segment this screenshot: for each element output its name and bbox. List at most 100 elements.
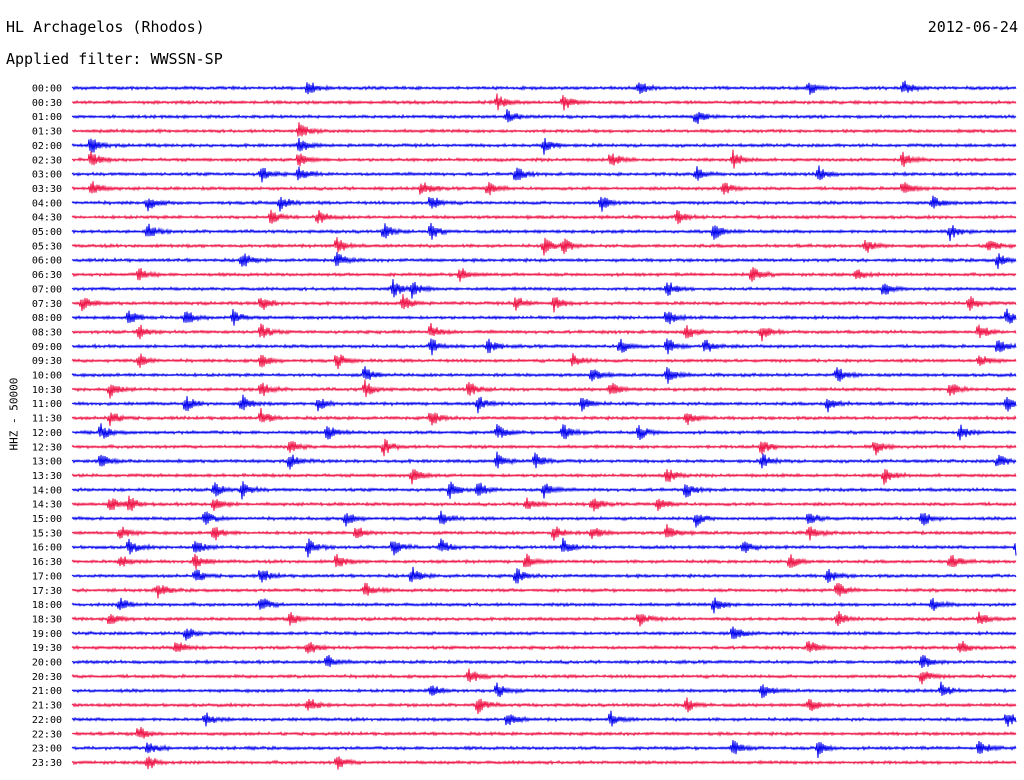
trace-line bbox=[71, 209, 1017, 225]
time-label: 04:00 bbox=[32, 198, 62, 209]
trace-line bbox=[71, 524, 1017, 541]
time-label: 04:30 bbox=[32, 213, 62, 224]
trace-line bbox=[71, 308, 1017, 326]
trace-line bbox=[71, 93, 1017, 111]
time-label: 12:00 bbox=[32, 428, 62, 439]
trace-line bbox=[71, 338, 1017, 356]
time-label: 17:30 bbox=[32, 586, 62, 597]
trace-line bbox=[71, 195, 1017, 212]
trace-line bbox=[71, 423, 1017, 441]
trace-line bbox=[71, 122, 1017, 137]
time-label: 14:00 bbox=[32, 485, 62, 496]
time-label: 03:00 bbox=[32, 170, 62, 181]
trace-line bbox=[71, 267, 1017, 282]
trace-line bbox=[71, 739, 1017, 759]
trace-line bbox=[71, 366, 1017, 384]
trace-line bbox=[71, 165, 1017, 183]
trace-line bbox=[71, 640, 1017, 654]
trace-line bbox=[71, 697, 1017, 715]
trace-line bbox=[71, 495, 1017, 512]
trace-line bbox=[71, 109, 1017, 124]
trace-line bbox=[71, 237, 1017, 256]
trace-line bbox=[71, 438, 1017, 457]
trace-line bbox=[71, 379, 1017, 399]
trace-line bbox=[71, 681, 1017, 699]
filter-label: Applied filter: WWSSN-SP bbox=[6, 50, 223, 68]
trace-line bbox=[71, 323, 1017, 342]
time-label: 20:30 bbox=[32, 672, 62, 683]
time-label: 21:00 bbox=[32, 686, 62, 697]
time-label: 13:00 bbox=[32, 457, 62, 468]
time-label: 23:00 bbox=[32, 744, 62, 755]
time-label: 11:30 bbox=[32, 414, 62, 425]
trace-line bbox=[71, 80, 1017, 95]
time-label: 05:30 bbox=[32, 241, 62, 252]
time-label: 20:00 bbox=[32, 658, 62, 669]
date-label: 2012-06-24 bbox=[927, 18, 1018, 36]
time-label: 01:00 bbox=[32, 112, 62, 123]
trace-line bbox=[71, 222, 1017, 242]
trace-line bbox=[71, 655, 1017, 669]
time-label: 18:30 bbox=[32, 614, 62, 625]
trace-line bbox=[71, 727, 1017, 739]
trace-line bbox=[71, 553, 1017, 570]
time-label: 13:30 bbox=[32, 471, 62, 482]
time-label: 18:00 bbox=[32, 600, 62, 611]
time-label: 06:30 bbox=[32, 270, 62, 281]
time-label: 09:00 bbox=[32, 342, 62, 353]
trace-line bbox=[71, 407, 1017, 426]
time-label: 08:30 bbox=[32, 327, 62, 338]
trace-line bbox=[71, 710, 1017, 727]
station-title: HL Archagelos (Rhodos) bbox=[6, 18, 205, 36]
trace-line bbox=[71, 181, 1017, 196]
time-label: 21:30 bbox=[32, 701, 62, 712]
time-label: 23:30 bbox=[32, 758, 62, 769]
trace-line bbox=[71, 566, 1017, 584]
time-label: 22:30 bbox=[32, 729, 62, 740]
time-label: 19:30 bbox=[32, 643, 62, 654]
trace-group bbox=[71, 80, 1017, 770]
trace-line bbox=[71, 279, 1017, 299]
time-label: 01:30 bbox=[32, 127, 62, 138]
time-label: 10:30 bbox=[32, 385, 62, 396]
time-label: 05:00 bbox=[32, 227, 62, 238]
trace-line bbox=[71, 353, 1017, 370]
time-label: 07:00 bbox=[32, 284, 62, 295]
time-label: 00:30 bbox=[32, 98, 62, 109]
time-label: 08:00 bbox=[32, 313, 62, 324]
time-label: 19:00 bbox=[32, 629, 62, 640]
trace-line bbox=[71, 756, 1017, 770]
time-label: 10:00 bbox=[32, 371, 62, 382]
time-label: 06:00 bbox=[32, 256, 62, 267]
time-label: 03:30 bbox=[32, 184, 62, 195]
time-label: 16:00 bbox=[32, 543, 62, 554]
trace-line bbox=[71, 468, 1017, 485]
time-label: 17:00 bbox=[32, 571, 62, 582]
time-label: 07:30 bbox=[32, 299, 62, 310]
time-label-group: 00:00 00:30 01:00 01:30 02:00 02:30 03:00 03:30… bbox=[32, 84, 62, 769]
trace-line bbox=[71, 149, 1017, 169]
time-label: 02:00 bbox=[32, 141, 62, 152]
time-label: 14:30 bbox=[32, 500, 62, 511]
time-label: 11:00 bbox=[32, 399, 62, 410]
trace-line bbox=[71, 394, 1017, 414]
time-label: 15:00 bbox=[32, 514, 62, 525]
trace-line bbox=[71, 294, 1017, 313]
trace-line bbox=[71, 251, 1017, 270]
time-label: 09:30 bbox=[32, 356, 62, 367]
time-label: 00:00 bbox=[32, 84, 62, 95]
time-label: 22:00 bbox=[32, 715, 62, 726]
trace-line bbox=[71, 582, 1017, 599]
trace-line bbox=[71, 610, 1017, 627]
trace-line bbox=[71, 451, 1017, 470]
trace-line bbox=[71, 626, 1017, 641]
trace-line bbox=[71, 510, 1017, 528]
trace-line bbox=[71, 137, 1017, 155]
trace-line bbox=[71, 537, 1017, 558]
trace-line bbox=[71, 597, 1017, 614]
time-label: 12:30 bbox=[32, 442, 62, 453]
trace-line bbox=[71, 481, 1017, 500]
trace-line bbox=[71, 668, 1017, 685]
time-label: 15:30 bbox=[32, 528, 62, 539]
